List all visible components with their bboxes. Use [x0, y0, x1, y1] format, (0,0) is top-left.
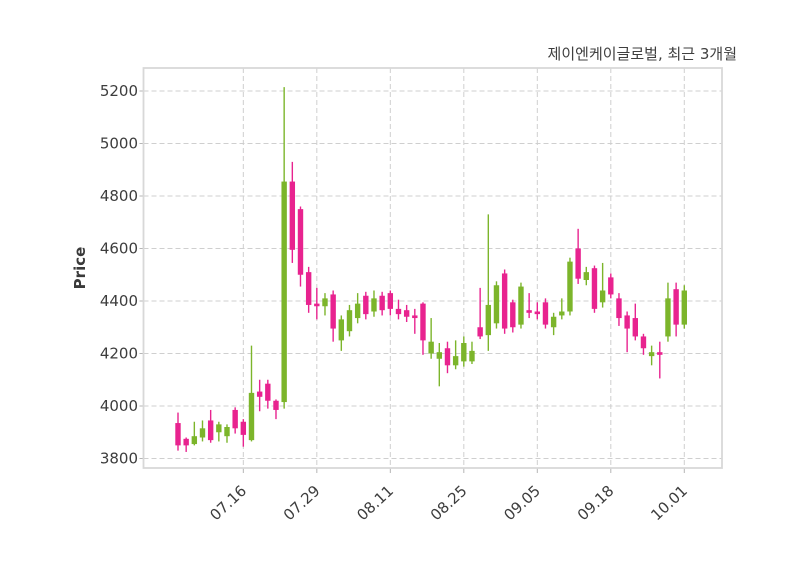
candle-body [681, 290, 687, 325]
candle-body [477, 327, 483, 337]
candle-body [387, 293, 394, 309]
candle-body [493, 285, 500, 324]
candle-body [395, 308, 402, 315]
x-tick-label: 09.18 [574, 482, 618, 524]
candle-body [526, 310, 532, 313]
y-tick-label: 4000 [100, 397, 138, 415]
candle-body [444, 348, 451, 366]
plot-border [142, 67, 723, 469]
candle-body [273, 400, 279, 410]
candle-body [616, 298, 622, 319]
candle-body [175, 423, 181, 446]
candle-body [591, 268, 598, 309]
candle-body [518, 286, 524, 325]
candle-body [379, 295, 385, 311]
candle-body [673, 289, 679, 325]
candle-body [501, 273, 508, 329]
candle-body [469, 350, 475, 362]
candle-body [485, 304, 492, 336]
y-tick-label: 4600 [100, 240, 138, 258]
y-tick-label: 4400 [100, 292, 138, 310]
candle-body [338, 319, 345, 341]
candle-body [550, 316, 557, 328]
y-tick-label: 4200 [100, 345, 138, 363]
candle-body [224, 427, 230, 437]
candle-body [297, 209, 304, 275]
candle-body [322, 298, 328, 307]
y-tick-label: 4800 [100, 187, 138, 205]
candle-body [191, 436, 198, 445]
candle-body [583, 272, 589, 280]
candle-body [665, 298, 671, 337]
candle-body [330, 294, 336, 329]
candle-body [314, 303, 320, 307]
candle-body [412, 315, 418, 319]
candle-body [461, 343, 467, 362]
y-tick-label: 3800 [100, 450, 138, 468]
chart-title: 제이엔케이글로벌, 최근 3개월 [547, 45, 737, 63]
candle-body [281, 181, 287, 403]
candle-body [624, 315, 630, 329]
candle-body [216, 424, 222, 433]
candle-body [346, 310, 353, 332]
candle-body [567, 261, 573, 312]
y-tick-label: 5000 [100, 135, 138, 153]
candle-body [542, 302, 549, 325]
candle-body [428, 341, 434, 354]
candle-body [608, 277, 614, 295]
candle-body [232, 409, 238, 429]
candle-body [207, 420, 214, 441]
x-tick-label: 07.29 [280, 482, 324, 524]
candle-body [183, 438, 189, 446]
candle-body [256, 391, 263, 397]
candle-body [632, 318, 638, 337]
x-tick-label: 08.25 [427, 482, 471, 524]
y-tick-label: 5200 [100, 82, 138, 100]
candle-body [534, 311, 541, 315]
candle-body [265, 383, 271, 401]
y-axis-label: Price [71, 246, 89, 290]
candle-body [657, 352, 663, 355]
candle-body [420, 303, 426, 341]
candle-body [289, 181, 296, 250]
candle-body [452, 356, 459, 366]
x-tick-label: 10.01 [647, 482, 691, 524]
candle-body [436, 352, 443, 359]
candle-body [510, 302, 516, 328]
candle-body [240, 421, 247, 435]
candle-body [648, 352, 655, 357]
x-tick-label: 07.16 [206, 482, 250, 524]
candle-body [599, 290, 606, 303]
candle-body [559, 311, 565, 316]
candle-body [248, 392, 255, 441]
x-tick-label: 08.11 [353, 482, 397, 524]
candle-body [354, 303, 361, 319]
x-tick-label: 09.05 [500, 482, 544, 524]
candle-body [575, 248, 581, 279]
candle-body [199, 428, 206, 438]
candle-body [371, 298, 377, 312]
candle-body [363, 295, 369, 315]
candle-body [305, 272, 312, 305]
candle-body [403, 310, 410, 317]
candle-body [640, 336, 647, 349]
